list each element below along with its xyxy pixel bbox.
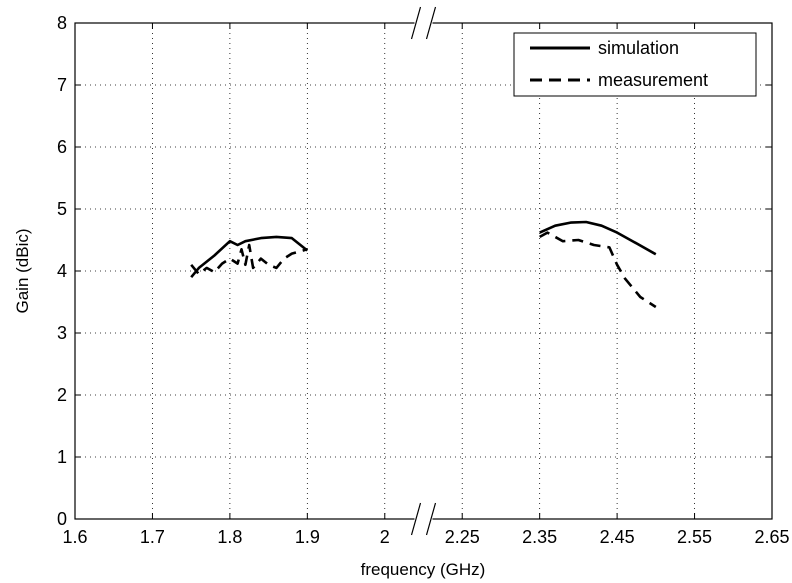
break-slash-top bbox=[425, 6, 437, 40]
series-simulation-line-1 bbox=[190, 235, 309, 279]
y-tick-label: 1 bbox=[57, 447, 67, 467]
x-tick-label: 2.45 bbox=[600, 527, 635, 547]
y-axis-label: Gain (dBic) bbox=[13, 228, 32, 313]
series-simulation-line-2 bbox=[539, 220, 657, 256]
axis-break-marks bbox=[410, 6, 437, 536]
series-layer bbox=[190, 220, 657, 309]
break-gap-bottom bbox=[414, 515, 433, 523]
legend-box bbox=[513, 32, 757, 97]
x-tick-label: 1.7 bbox=[140, 527, 165, 547]
y-tick-label: 7 bbox=[57, 75, 67, 95]
tick-marks bbox=[74, 22, 773, 520]
legend-simulation-label: simulation bbox=[598, 38, 679, 58]
plot-frame bbox=[74, 22, 773, 520]
y-tick-label: 8 bbox=[57, 13, 67, 33]
x-tick-label: 2.35 bbox=[522, 527, 557, 547]
y-tick-label: 3 bbox=[57, 323, 67, 343]
break-gap-top bbox=[414, 19, 433, 27]
legend-measurement-label: measurement bbox=[598, 70, 708, 90]
y-tick-label: 4 bbox=[57, 261, 67, 281]
x-tick-label: 2.55 bbox=[677, 527, 712, 547]
y-tick-label: 6 bbox=[57, 137, 67, 157]
break-slash-bottom bbox=[410, 502, 422, 536]
x-tick-label: 2.65 bbox=[754, 527, 789, 547]
tick-labels: 1.6 1.7 1.8 1.9 2 2.25 2.35 2.45 2.55 2.65 0 1 2 3 4 5 6… bbox=[57, 13, 790, 547]
x-tick-label: 1.8 bbox=[217, 527, 242, 547]
y-tick-label: 2 bbox=[57, 385, 67, 405]
grid-lines bbox=[75, 23, 772, 519]
y-tick-label: 0 bbox=[57, 509, 67, 529]
x-tick-label: 1.9 bbox=[295, 527, 320, 547]
break-slash-top bbox=[410, 6, 422, 40]
x-axis-label: frequency (GHz) bbox=[361, 560, 486, 579]
x-tick-label: 2.25 bbox=[445, 527, 480, 547]
break-slash-bottom bbox=[425, 502, 437, 536]
x-tick-label: 2 bbox=[380, 527, 390, 547]
x-tick-label: 1.6 bbox=[62, 527, 87, 547]
legend: simulation measurement bbox=[513, 32, 757, 97]
y-tick-label: 5 bbox=[57, 199, 67, 219]
series-measurement-line-1 bbox=[190, 243, 308, 276]
